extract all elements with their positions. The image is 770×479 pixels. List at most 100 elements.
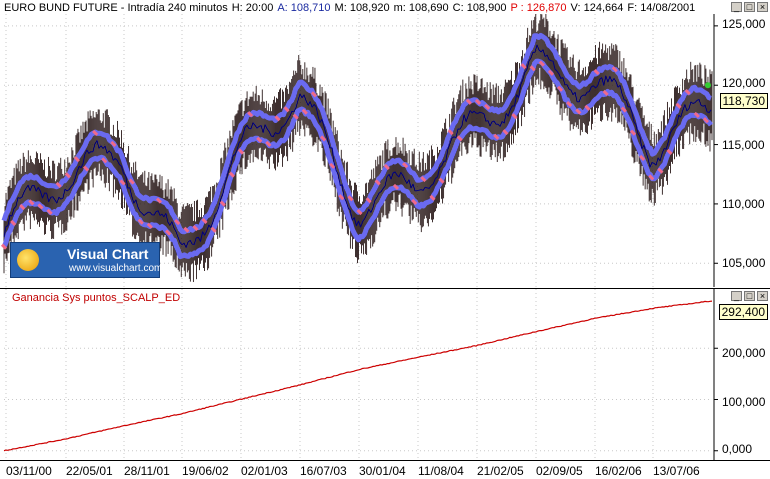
signal-mark	[137, 218, 144, 225]
signal-mark	[456, 135, 463, 142]
signal-mark	[228, 171, 235, 178]
price-title-part: H: 20:00	[231, 2, 274, 14]
signal-mark	[28, 199, 35, 206]
signal-mark	[547, 69, 555, 76]
gain-window-controls: _ □ ×	[731, 291, 768, 301]
signal-mark	[119, 179, 126, 186]
minimize-icon[interactable]: _	[731, 291, 742, 301]
signal-mark	[474, 98, 482, 106]
price-title-part: M: 108,920	[334, 2, 390, 14]
close-icon[interactable]: ×	[757, 2, 768, 12]
minimize-icon[interactable]: _	[731, 2, 742, 12]
signal-mark	[511, 113, 518, 120]
visual-chart-logo: Visual Chart www.visualchart.com	[10, 242, 162, 278]
price-chart-panel[interactable]: EURO BUND FUTURE - Intradía 240 minutos H…	[0, 0, 770, 287]
price-title-part: F: 14/08/2001	[627, 2, 696, 14]
price-title-part: C: 108,900	[452, 2, 507, 14]
last-price-label: 118,730	[719, 93, 768, 109]
signal-mark	[201, 217, 208, 225]
gain-axis-tick: 100,000	[722, 395, 766, 409]
signal-mark	[693, 111, 700, 119]
date-axis-label: 28/11/01	[124, 464, 170, 478]
signal-mark	[274, 115, 281, 122]
price-chart-title: EURO BUND FUTURE - Intradía 240 minutos H…	[4, 2, 700, 14]
date-axis-label: 19/06/02	[182, 464, 229, 478]
gain-chart-canvas[interactable]	[0, 289, 770, 461]
gain-equity-line	[3, 300, 713, 452]
signal-mark	[82, 165, 90, 172]
signal-mark	[702, 117, 709, 124]
signal-mark	[438, 177, 445, 184]
price-chart-canvas[interactable]	[0, 0, 770, 287]
signal-mark	[365, 197, 372, 204]
signal-mark	[620, 106, 627, 113]
date-axis-label: 22/05/01	[66, 464, 113, 478]
price-axis-tick: 105,000	[722, 256, 766, 270]
signal-mark	[146, 222, 153, 229]
signal-mark	[329, 162, 336, 169]
signal-mark	[356, 209, 363, 216]
signal-mark	[420, 176, 427, 183]
signal-mark	[666, 148, 673, 156]
signal-mark	[493, 133, 500, 140]
signal-mark	[55, 181, 62, 189]
gain-chart-title: Ganancia Sys puntos_SCALP_ED	[12, 292, 181, 304]
logo-title: Visual Chart	[67, 246, 149, 262]
signal-mark	[392, 183, 400, 191]
signal-mark	[557, 85, 564, 92]
signal-mark	[575, 108, 582, 115]
signal-mark	[657, 167, 664, 174]
signal-mark	[538, 60, 545, 67]
signal-mark	[374, 179, 381, 186]
signal-mark	[502, 129, 509, 136]
signal-mark	[639, 154, 646, 162]
signal-mark	[584, 104, 591, 111]
gain-background	[0, 289, 770, 461]
signal-mark	[283, 106, 290, 113]
signal-mark	[0, 243, 8, 250]
maximize-icon[interactable]: □	[744, 291, 755, 301]
maximize-icon[interactable]: □	[744, 2, 755, 12]
signal-mark	[383, 164, 390, 171]
price-title-part: V: 124,664	[570, 2, 624, 14]
signal-mark	[648, 174, 655, 181]
signal-mark	[566, 101, 573, 108]
logo-swoosh-icon	[17, 249, 39, 271]
signal-mark	[256, 136, 263, 143]
gain-axis-tick: 200,000	[722, 346, 766, 360]
signal-mark	[338, 194, 345, 201]
signal-mark	[319, 135, 327, 142]
gain-chart-panel[interactable]: Ganancia Sys puntos_SCALP_ED _ □ × 200,0…	[0, 288, 770, 461]
signal-mark	[402, 162, 409, 169]
middle-band-line	[3, 44, 712, 248]
signal-mark	[155, 197, 163, 204]
date-axis-label: 16/02/06	[595, 464, 642, 478]
signal-mark	[347, 195, 354, 202]
signal-mark	[219, 200, 226, 207]
signal-mark	[310, 91, 318, 98]
price-title-part: A: 108,710	[277, 2, 331, 14]
signal-mark	[110, 140, 117, 148]
date-axis-label: 16/07/03	[300, 464, 347, 478]
price-title-part: m: 108,690	[393, 2, 449, 14]
price-axis-tick: 115,000	[722, 138, 765, 152]
date-axis-label: 03/11/00	[6, 464, 52, 478]
signal-mark	[237, 148, 245, 155]
price-axis-tick: 125,000	[722, 17, 766, 31]
last-point-marker	[705, 82, 711, 89]
signal-mark	[101, 157, 108, 164]
signal-mark	[64, 172, 71, 179]
price-window-controls: _ □ ×	[731, 2, 768, 12]
signal-mark	[484, 103, 491, 110]
price-title-part: EURO BUND FUTURE - Intradía 240 minutos	[4, 2, 228, 14]
signal-mark	[37, 203, 44, 210]
signal-mark	[73, 156, 80, 163]
signal-mark	[247, 111, 254, 118]
signal-mark	[602, 89, 609, 97]
signal-mark	[174, 219, 181, 226]
signal-mark	[411, 198, 418, 205]
date-axis-label: 13/07/06	[653, 464, 700, 478]
close-icon[interactable]: ×	[757, 291, 768, 301]
signal-mark	[629, 129, 637, 136]
price-axis-tick: 110,000	[722, 197, 765, 211]
